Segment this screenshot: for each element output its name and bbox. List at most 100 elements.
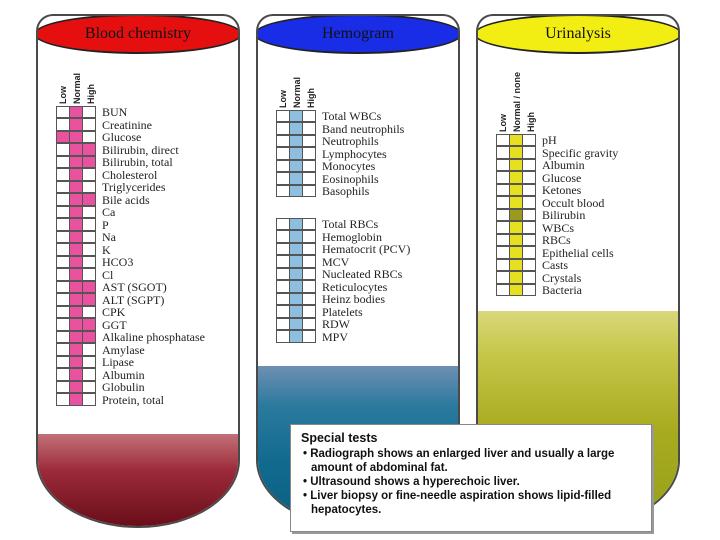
normal-marker-cell bbox=[69, 318, 83, 331]
test-row: Heinz bodies bbox=[276, 292, 410, 306]
low-marker-cell bbox=[276, 330, 290, 343]
low-marker-cell bbox=[56, 155, 70, 168]
test-label: HCO3 bbox=[102, 255, 134, 269]
marker-cells bbox=[56, 130, 96, 143]
low-marker-cell bbox=[56, 305, 70, 318]
normal-marker-cell bbox=[509, 146, 523, 159]
test-label: BUN bbox=[102, 105, 128, 119]
normal-marker-cell bbox=[509, 133, 523, 146]
test-label: Hemoglobin bbox=[322, 229, 382, 244]
low-marker-cell bbox=[56, 230, 70, 243]
low-marker-cell bbox=[56, 393, 70, 406]
test-label: Amylase bbox=[102, 342, 145, 357]
test-row: Creatinine bbox=[56, 117, 205, 132]
high-marker-cell bbox=[302, 122, 316, 135]
test-row: Protein, total bbox=[56, 393, 205, 407]
urine-col-normal: Normal / none bbox=[512, 71, 522, 132]
high-marker-cell bbox=[82, 180, 96, 193]
normal-marker-cell bbox=[509, 283, 523, 296]
normal-marker-cell bbox=[289, 172, 303, 185]
normal-marker-cell bbox=[289, 242, 303, 255]
high-marker-cell bbox=[302, 147, 316, 160]
low-marker-cell bbox=[276, 217, 290, 230]
marker-cells bbox=[56, 318, 96, 331]
test-label: RDW bbox=[322, 317, 350, 331]
low-marker-cell bbox=[276, 292, 290, 305]
low-marker-cell bbox=[496, 208, 510, 221]
low-marker-cell bbox=[276, 184, 290, 197]
hemogram-cap: Hemogram bbox=[258, 16, 458, 54]
low-marker-cell bbox=[276, 122, 290, 135]
low-marker-cell bbox=[496, 271, 510, 284]
test-row: Cl bbox=[56, 268, 205, 282]
urinalysis-title: Urinalysis bbox=[545, 25, 611, 42]
high-marker-cell bbox=[302, 184, 316, 197]
normal-marker-cell bbox=[69, 230, 83, 243]
high-marker-cell bbox=[82, 343, 96, 356]
high-marker-cell bbox=[522, 271, 536, 284]
high-marker-cell bbox=[82, 130, 96, 143]
test-label: Lipase bbox=[102, 355, 134, 369]
hemo-rbc-rows: Total RBCs Hemoglobin Hematocrit (PCV) MCV N… bbox=[276, 217, 410, 343]
low-marker-cell bbox=[496, 133, 510, 146]
test-label: Bilirubin, total bbox=[102, 155, 173, 169]
marker-cells bbox=[56, 305, 96, 318]
test-row: Ketones bbox=[496, 183, 618, 197]
marker-cells bbox=[56, 280, 96, 293]
test-row: ALT (SGPT) bbox=[56, 293, 205, 307]
normal-marker-cell bbox=[69, 343, 83, 356]
normal-marker-cell bbox=[69, 330, 83, 343]
normal-marker-cell bbox=[509, 196, 523, 209]
low-marker-cell bbox=[56, 205, 70, 218]
test-row: Platelets bbox=[276, 304, 410, 319]
marker-cells bbox=[276, 330, 316, 343]
marker-cells bbox=[496, 271, 536, 284]
normal-marker-cell bbox=[289, 255, 303, 268]
marker-cells bbox=[56, 255, 96, 268]
low-marker-cell bbox=[276, 267, 290, 280]
test-row: Cholesterol bbox=[56, 168, 205, 182]
marker-cells bbox=[496, 183, 536, 196]
normal-marker-cell bbox=[509, 158, 523, 171]
marker-cells bbox=[56, 230, 96, 243]
test-row: Lipase bbox=[56, 355, 205, 369]
high-marker-cell bbox=[522, 283, 536, 296]
marker-cells bbox=[56, 368, 96, 381]
test-row: Bilirubin, direct bbox=[56, 143, 205, 157]
hemo-wbc-rows: Total WBCs Band neutrophils Neutrophils Lym… bbox=[276, 109, 404, 198]
test-row: Reticulocytes bbox=[276, 280, 410, 294]
high-marker-cell bbox=[82, 280, 96, 293]
normal-marker-cell bbox=[289, 292, 303, 305]
normal-marker-cell bbox=[69, 268, 83, 281]
marker-cells bbox=[496, 158, 536, 171]
test-row: RBCs bbox=[496, 233, 618, 247]
test-row: AST (SGOT) bbox=[56, 280, 205, 294]
test-row: Amylase bbox=[56, 342, 205, 357]
test-label: Creatinine bbox=[102, 117, 152, 132]
marker-cells bbox=[276, 255, 316, 268]
low-marker-cell bbox=[496, 233, 510, 246]
test-label: Albumin bbox=[542, 158, 585, 172]
blood-sample-liquid bbox=[38, 434, 238, 526]
normal-marker-cell bbox=[289, 147, 303, 160]
high-marker-cell bbox=[82, 355, 96, 368]
marker-cells bbox=[496, 233, 536, 246]
test-label: Albumin bbox=[102, 367, 145, 382]
marker-cells bbox=[56, 343, 96, 356]
test-row: Nucleated RBCs bbox=[276, 267, 410, 281]
test-label: Crystals bbox=[542, 270, 582, 285]
high-marker-cell bbox=[522, 208, 536, 221]
marker-cells bbox=[56, 293, 96, 306]
test-row: Monocytes bbox=[276, 159, 404, 173]
test-label: Platelets bbox=[322, 304, 363, 319]
low-marker-cell bbox=[56, 180, 70, 193]
normal-marker-cell bbox=[289, 109, 303, 122]
test-label: Lymphocytes bbox=[322, 146, 387, 161]
marker-cells bbox=[276, 292, 316, 305]
normal-marker-cell bbox=[69, 255, 83, 268]
test-label: RBCs bbox=[542, 233, 571, 247]
low-marker-cell bbox=[56, 218, 70, 231]
high-marker-cell bbox=[522, 146, 536, 159]
marker-cells bbox=[276, 147, 316, 160]
normal-marker-cell bbox=[509, 221, 523, 234]
